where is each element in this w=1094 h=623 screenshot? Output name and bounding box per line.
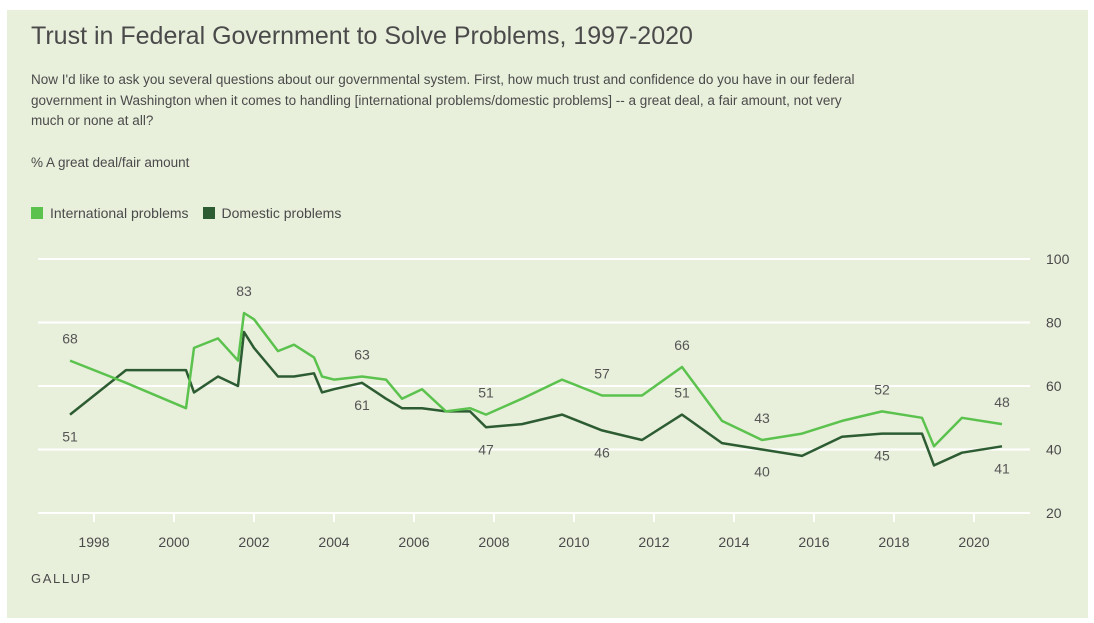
- y-tick-label: 100: [1046, 251, 1070, 267]
- data-label: 47: [478, 441, 494, 457]
- legend-label-international: International problems: [50, 205, 189, 221]
- data-label: 45: [874, 448, 890, 464]
- legend-label-domestic: Domestic problems: [221, 205, 342, 221]
- legend-item-domestic: Domestic problems: [202, 205, 342, 221]
- legend-swatch-domestic: [202, 207, 215, 219]
- unit-label: % A great deal/fair amount: [31, 155, 190, 170]
- data-label: 66: [674, 337, 690, 353]
- x-tick-label: 2018: [878, 534, 909, 550]
- y-tick-label: 20: [1046, 505, 1062, 521]
- data-label: 57: [594, 366, 610, 382]
- x-tick-label: 2006: [398, 534, 429, 550]
- x-tick-label: 2016: [798, 534, 829, 550]
- data-label: 61: [354, 397, 370, 413]
- legend-swatch-international: [31, 207, 43, 219]
- x-tick-label: 2020: [958, 534, 989, 550]
- data-label: 43: [754, 410, 770, 426]
- data-label: 51: [62, 429, 78, 445]
- legend-item-international: International problems: [31, 205, 189, 221]
- data-label: 40: [754, 464, 770, 480]
- x-tick-label: 2008: [478, 534, 509, 550]
- y-tick-label: 80: [1046, 315, 1062, 331]
- x-tick-label: 1998: [78, 534, 109, 550]
- x-tick-label: 2004: [318, 534, 349, 550]
- series-line-international: [69, 311, 1003, 448]
- x-tick-label: 2012: [638, 534, 669, 550]
- data-label: 68: [62, 331, 78, 347]
- x-tick-label: 2010: [558, 534, 589, 550]
- legend: International problems Domestic problems: [31, 205, 355, 221]
- data-label: 48: [994, 394, 1010, 410]
- data-label: 51: [478, 385, 494, 401]
- source-label: GALLUP: [31, 571, 92, 586]
- data-label: 41: [994, 460, 1010, 476]
- data-label: 63: [354, 346, 370, 362]
- chart-card: [7, 10, 1088, 618]
- y-tick-label: 60: [1046, 378, 1062, 394]
- y-tick-label: 40: [1046, 442, 1062, 458]
- chart-subtitle: Now I'd like to ask you several question…: [31, 72, 855, 128]
- series-line-domestic: [69, 330, 1003, 467]
- x-tick-label: 2002: [238, 534, 269, 550]
- data-label: 52: [874, 381, 890, 397]
- data-label: 46: [594, 444, 610, 460]
- data-label: 83: [236, 283, 252, 299]
- data-label: 51: [674, 385, 690, 401]
- x-tick-label: 2000: [158, 534, 189, 550]
- chart-title: Trust in Federal Government to Solve Pro…: [31, 22, 693, 50]
- x-tick-label: 2014: [718, 534, 749, 550]
